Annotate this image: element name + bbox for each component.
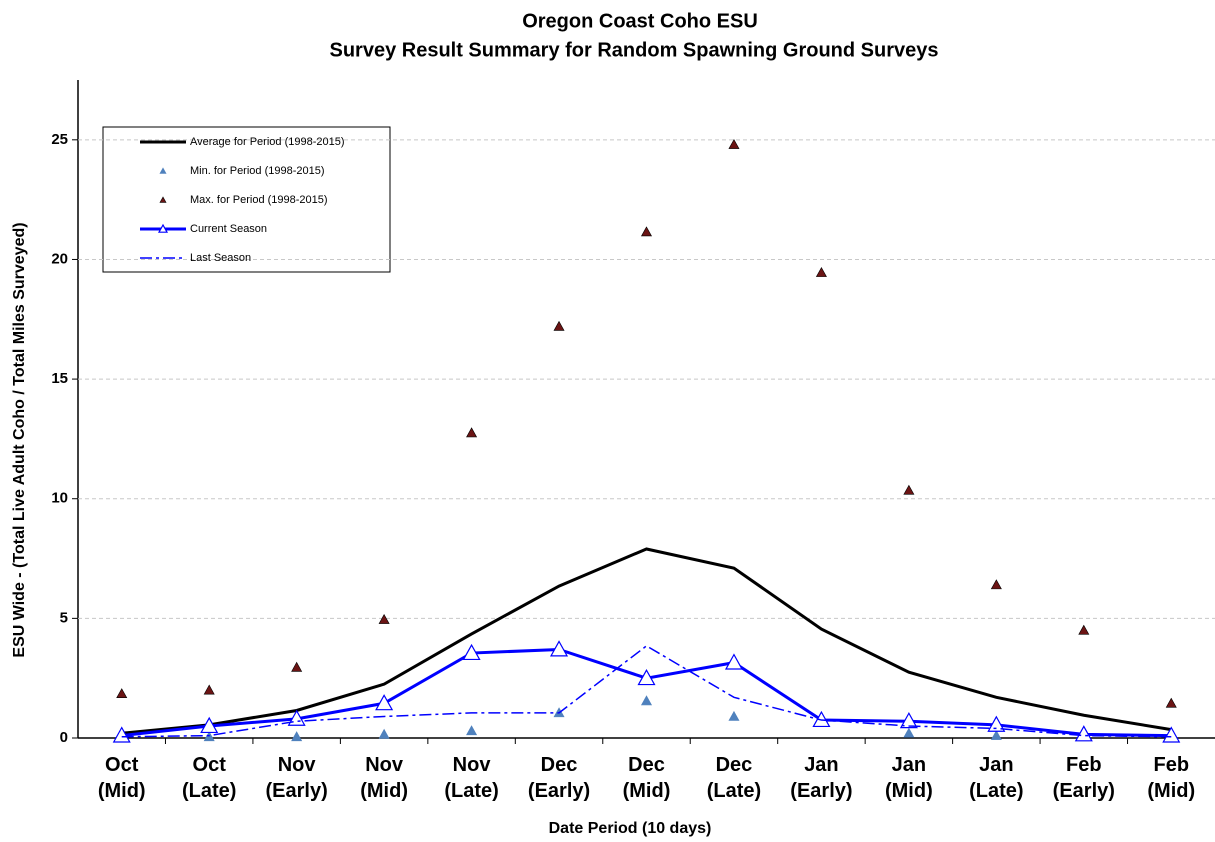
chart-subtitle: Survey Result Summary for Random Spawnin… [329, 39, 938, 61]
y-tick-label: 20 [51, 250, 68, 267]
data-point [159, 167, 167, 174]
data-point [815, 266, 827, 277]
x-tick-label: Nov (Early) [265, 754, 328, 802]
legend-label: Min. for Period (1998-2015) [190, 165, 325, 177]
y-tick-label: 0 [60, 729, 68, 746]
data-point [553, 320, 565, 331]
data-point [466, 725, 478, 736]
data-point [462, 643, 481, 661]
y-tick-label: 15 [51, 370, 68, 387]
data-point [1078, 624, 1090, 635]
data-point [550, 640, 569, 657]
x-tick-label: Feb (Mid) [1147, 754, 1196, 802]
x-tick-label: Jan (Mid) [884, 754, 933, 802]
legend-label: Last Season [190, 252, 251, 264]
data-point [203, 684, 215, 695]
x-tick-label: Oct (Mid) [97, 754, 146, 802]
data-point [291, 731, 303, 742]
data-point [1074, 725, 1093, 742]
data-point [466, 427, 478, 438]
legend-label: Max. for Period (1998-2015) [190, 194, 328, 206]
chart-title: Oregon Coast Coho ESU [522, 10, 758, 32]
legend-box [102, 126, 391, 273]
y-axis-label: ESU Wide - (Total Live Adult Coho / Tota… [11, 222, 28, 657]
y-tick-label: 25 [51, 131, 68, 148]
x-tick-label: Dec (Early) [527, 754, 591, 802]
y-tick-label: 10 [51, 490, 68, 507]
data-point [990, 729, 1002, 740]
series-line [121, 547, 1172, 735]
x-tick-label: Dec (Mid) [622, 754, 671, 802]
x-tick-label: Oct (Late) [181, 754, 237, 802]
data-point [899, 712, 918, 729]
legend-label: Current Season [190, 223, 267, 235]
data-point [291, 661, 303, 672]
data-point [724, 653, 743, 670]
data-point [637, 668, 656, 686]
data-point [728, 138, 740, 149]
data-point [157, 223, 169, 233]
data-point [640, 695, 653, 706]
x-tick-label: Jan (Late) [969, 754, 1024, 802]
data-point [378, 728, 390, 739]
data-point [990, 579, 1002, 590]
x-tick-label: Nov (Late) [444, 754, 499, 802]
data-point [116, 688, 128, 699]
data-point [987, 715, 1006, 732]
data-point [728, 710, 740, 721]
data-point [1162, 726, 1181, 743]
data-point [378, 613, 390, 624]
data-point [903, 727, 915, 738]
legend-label: Average for Period (1998-2015) [190, 136, 345, 148]
data-point [200, 716, 219, 734]
x-tick-label: Feb (Early) [1052, 754, 1115, 802]
x-tick-label: Dec (Late) [706, 754, 762, 802]
data-point [375, 694, 394, 711]
data-point [640, 226, 653, 237]
series-line [121, 647, 1172, 738]
data-point [1165, 697, 1177, 708]
x-tick-label: Jan (Early) [790, 754, 853, 802]
data-point [159, 196, 167, 203]
y-tick-label: 5 [60, 609, 68, 626]
data-point [112, 726, 131, 743]
x-axis-label: Date Period (10 days) [549, 820, 712, 837]
data-point [903, 484, 915, 495]
x-tick-label: Nov (Mid) [360, 754, 408, 802]
series-line [121, 644, 1172, 738]
